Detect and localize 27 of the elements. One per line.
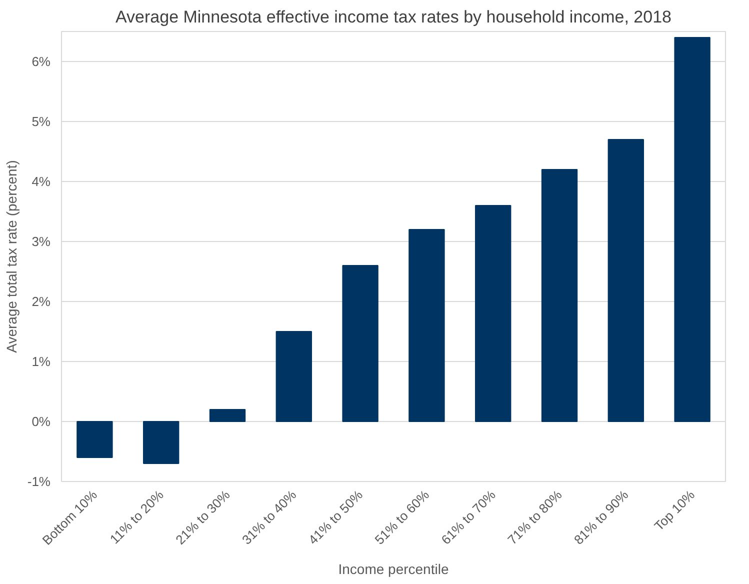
x-tick-label: 51% to 60% [372,486,432,548]
x-tick-label: 71% to 80% [504,486,566,548]
x-tick-label: 61% to 70% [438,486,499,548]
y-tick-label: 3% [32,234,51,249]
y-tick-label: -1% [27,474,51,489]
y-tick-label: 0% [32,414,51,429]
bar [608,139,644,422]
bar [76,421,113,458]
bar [541,169,578,422]
y-tick-label: 2% [32,294,51,309]
bar [209,409,246,422]
y-tick-label: 1% [32,354,51,369]
bar [342,265,378,422]
y-tick-label: 5% [32,114,51,129]
x-tick-label: 31% to 40% [239,486,300,548]
bar [475,205,512,422]
bar [276,331,312,422]
bar [674,37,710,422]
x-tick-label: 81% to 90% [571,486,632,548]
x-axis-title: Income percentile [338,561,449,578]
bar [143,421,180,464]
y-axis-title: Average total tax rate (percent) [3,160,20,353]
bar [408,229,445,422]
x-tick-label: 41% to 50% [305,486,366,548]
y-tick-label: 4% [32,174,51,189]
y-tick-label: 6% [32,54,51,69]
chart-title: Average Minnesota effective income tax rates by household income, 2018 [116,8,672,26]
